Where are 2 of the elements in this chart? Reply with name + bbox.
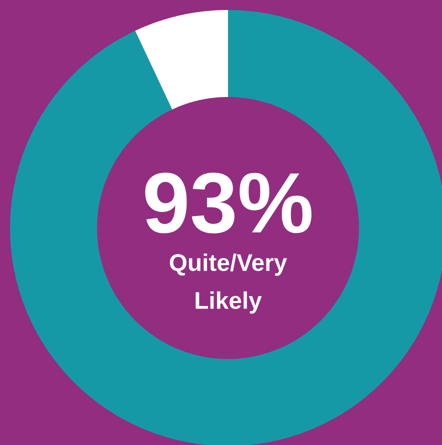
text: 93%	[145, 172, 312, 234]
text: Quite/Very Likely	[170, 254, 288, 314]
